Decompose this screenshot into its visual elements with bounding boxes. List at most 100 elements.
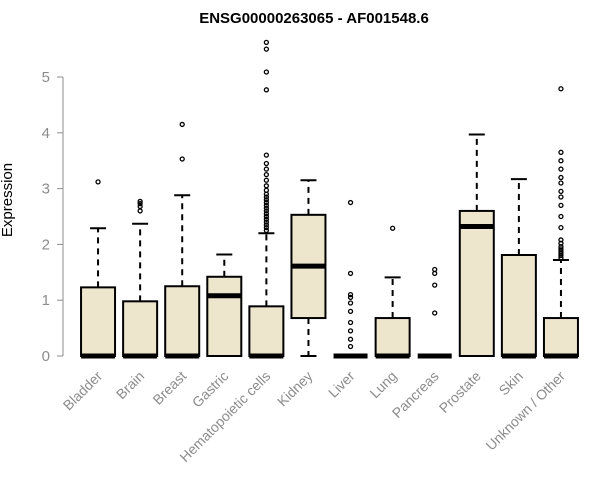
y-tick-label: 3 bbox=[42, 181, 50, 198]
box-body bbox=[542, 317, 579, 357]
box-group bbox=[80, 179, 117, 359]
outlier-point bbox=[263, 197, 270, 203]
box-group bbox=[417, 266, 452, 359]
outlier-point bbox=[137, 201, 143, 207]
outlier-point bbox=[263, 187, 270, 193]
outlier-point bbox=[263, 152, 270, 158]
outlier-point bbox=[432, 266, 438, 273]
outlier-point bbox=[558, 174, 564, 181]
outlier-point bbox=[137, 208, 143, 214]
outlier-point bbox=[263, 227, 270, 234]
outlier-point bbox=[263, 202, 270, 208]
outlier-point bbox=[263, 46, 270, 52]
outlier-point bbox=[263, 171, 270, 178]
box-body bbox=[458, 209, 495, 357]
y-axis-ticks: 0 1 2 3 4 5 bbox=[42, 69, 63, 365]
outlier-point bbox=[263, 208, 270, 214]
outlier-point bbox=[347, 336, 354, 342]
outlier-point bbox=[347, 343, 354, 350]
outlier-point bbox=[558, 246, 564, 252]
outlier-point bbox=[263, 177, 270, 183]
outlier-point bbox=[347, 328, 354, 334]
outlier-point bbox=[558, 158, 564, 164]
x-category-label: Brain bbox=[113, 368, 147, 402]
outlier-point bbox=[263, 87, 270, 93]
chart-title: ENSG00000263065 - AF001548.6 bbox=[199, 10, 429, 27]
y-tick-label: 1 bbox=[42, 292, 50, 309]
x-category-label: Lung bbox=[366, 368, 399, 401]
x-category-label: Prostate bbox=[436, 368, 484, 416]
box-group bbox=[500, 178, 537, 359]
y-tick-label: 4 bbox=[42, 125, 50, 142]
outlier-point bbox=[263, 216, 270, 222]
outlier-point bbox=[179, 121, 185, 128]
outlier-point bbox=[432, 310, 438, 316]
outlier-point bbox=[558, 86, 564, 92]
y-tick-label: 5 bbox=[42, 69, 50, 86]
outlier-point bbox=[389, 225, 396, 231]
outlier-point bbox=[263, 194, 270, 200]
box-group bbox=[206, 253, 243, 358]
box-body bbox=[374, 317, 411, 357]
box-series bbox=[80, 39, 579, 359]
outlier-point bbox=[558, 243, 564, 250]
outlier-point bbox=[263, 166, 270, 172]
outlier-point bbox=[263, 183, 270, 189]
box-body bbox=[206, 275, 243, 358]
y-axis-label: Expression bbox=[0, 163, 16, 237]
x-category-label: Bladder bbox=[60, 368, 106, 414]
outlier-point bbox=[558, 225, 564, 231]
x-category-label: Unknown / Other bbox=[482, 368, 568, 454]
x-category-label: Pancreas bbox=[389, 368, 442, 421]
outlier-point bbox=[263, 225, 270, 231]
x-category-label: Skin bbox=[495, 368, 526, 399]
box-group bbox=[458, 133, 495, 357]
box-group bbox=[374, 225, 411, 359]
outlier-point bbox=[263, 211, 270, 217]
box-body bbox=[122, 300, 159, 358]
outlier-point bbox=[263, 69, 270, 75]
outlier-point bbox=[347, 294, 354, 301]
outlier-point bbox=[558, 213, 564, 220]
outlier-point bbox=[558, 202, 564, 208]
box-group bbox=[122, 198, 159, 359]
box-group bbox=[542, 86, 579, 359]
x-category-label: Liver bbox=[325, 368, 358, 401]
outlier-point bbox=[558, 166, 564, 172]
y-tick-label: 2 bbox=[42, 236, 50, 253]
x-category-label: Kidney bbox=[274, 368, 316, 410]
outlier-point bbox=[558, 149, 564, 155]
outlier-point bbox=[347, 270, 354, 277]
outlier-point bbox=[558, 180, 564, 186]
outlier-point bbox=[347, 300, 354, 306]
box-group bbox=[290, 179, 327, 357]
outlier-point bbox=[263, 222, 270, 228]
box-group bbox=[333, 199, 368, 359]
box-body bbox=[80, 286, 117, 357]
outlier-point bbox=[347, 319, 354, 326]
outlier-point bbox=[558, 237, 564, 243]
outlier-point bbox=[558, 188, 564, 195]
outlier-point bbox=[263, 213, 270, 220]
box-group bbox=[248, 39, 285, 359]
outlier-point bbox=[179, 156, 185, 162]
x-category-label: Breast bbox=[149, 368, 189, 408]
outlier-point bbox=[137, 203, 143, 210]
outlier-point bbox=[347, 291, 354, 298]
outlier-point bbox=[263, 39, 270, 46]
box-body bbox=[500, 254, 537, 357]
y-tick-label: 0 bbox=[42, 348, 50, 365]
outlier-point bbox=[263, 199, 270, 206]
outlier-point bbox=[137, 198, 143, 205]
outlier-point bbox=[263, 160, 270, 167]
outlier-point bbox=[558, 194, 564, 200]
outlier-point bbox=[347, 199, 354, 206]
outlier-point bbox=[263, 219, 270, 225]
outlier-point bbox=[347, 308, 354, 315]
outlier-point bbox=[263, 205, 270, 211]
box-group bbox=[164, 121, 201, 359]
outlier-point bbox=[95, 179, 101, 185]
box-body bbox=[164, 285, 201, 357]
